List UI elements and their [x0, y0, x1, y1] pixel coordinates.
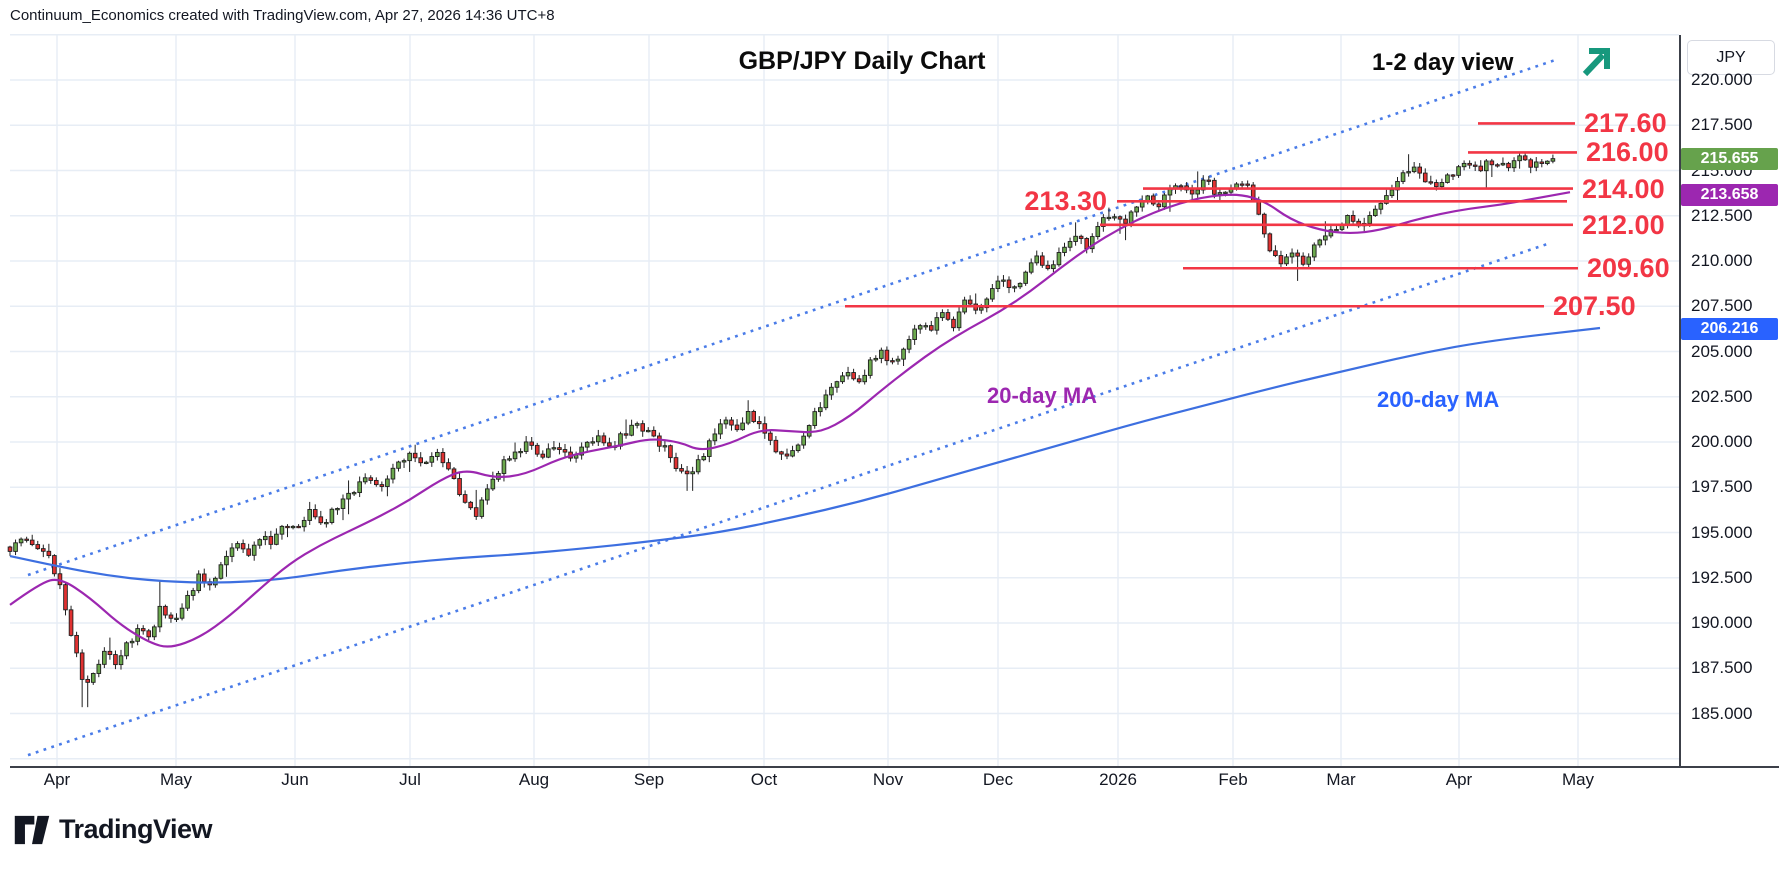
- trend-channel[interactable]: [27, 58, 1556, 757]
- time-tick-Dec: Dec: [982, 770, 1014, 789]
- price-tick-192.500: 192.500: [1691, 567, 1753, 587]
- currency-label: JPY: [1716, 48, 1746, 66]
- price-badge-215.655: 215.655: [1681, 147, 1778, 170]
- price-tick-190.000: 190.000: [1691, 613, 1753, 632]
- price-axis-divider: [1679, 35, 1681, 766]
- level-label-212.00[interactable]: 212.00: [1582, 209, 1665, 240]
- price-tick-220.000: 220.000: [1691, 70, 1753, 89]
- tradingview-watermark: TradingView: [14, 814, 213, 845]
- time-tick-May: May: [159, 770, 193, 789]
- currency-label-box: JPY: [1687, 40, 1775, 75]
- level-label-213.30[interactable]: 213.30: [1024, 186, 1107, 217]
- ma200-line: [9, 326, 1601, 584]
- price-tick-210.000: 210.000: [1691, 251, 1753, 270]
- price-tick-202.500: 202.500: [1691, 386, 1753, 406]
- trend-arrow-icon[interactable]: [1578, 46, 1612, 80]
- time-tick-Mar: Mar: [1326, 770, 1356, 789]
- time-tick-Sep: Sep: [633, 770, 665, 789]
- price-tick-200.000: 200.000: [1691, 432, 1753, 451]
- time-tick-Jun: Jun: [281, 770, 309, 789]
- level-label-217.60[interactable]: 217.60: [1584, 108, 1667, 139]
- support-resistance-lines[interactable]: [845, 122, 1578, 308]
- time-tick-Feb: Feb: [1218, 770, 1248, 789]
- price-tick-205.000: 205.000: [1691, 341, 1753, 361]
- price-badge-213.658: 213.658: [1681, 183, 1778, 206]
- level-label-214.00[interactable]: 214.00: [1582, 173, 1665, 204]
- time-axis-border: [10, 766, 1779, 768]
- view-horizon-label[interactable]: 1-2 day view: [1372, 49, 1514, 76]
- level-label-209.60[interactable]: 209.60: [1587, 253, 1670, 284]
- tradingview-logo-icon: [14, 815, 50, 844]
- level-label-207.50[interactable]: 207.50: [1553, 291, 1636, 322]
- chart-attribution: Continuum_Economics created with Trading…: [10, 7, 555, 24]
- ma200-label[interactable]: 200-day MA: [1377, 387, 1500, 412]
- time-tick-Oct: Oct: [750, 770, 778, 789]
- tradingview-logo-text: TradingView: [59, 814, 213, 844]
- level-label-216.00[interactable]: 216.00: [1586, 137, 1669, 168]
- time-tick-Nov: Nov: [872, 770, 904, 789]
- price-tick-207.500: 207.500: [1691, 296, 1753, 316]
- price-tick-185.000: 185.000: [1691, 703, 1753, 723]
- price-tick-212.500: 212.500: [1691, 205, 1753, 225]
- time-tick-May: May: [1561, 770, 1595, 789]
- ma20-line: [9, 191, 1571, 648]
- time-tick-2026: 2026: [1099, 770, 1137, 789]
- time-tick-Apr: Apr: [43, 770, 71, 789]
- chart-title: GBP/JPY Daily Chart: [738, 47, 986, 75]
- candlestick-series: [7, 151, 1556, 708]
- price-tick-187.500: 187.500: [1691, 658, 1753, 678]
- time-tick-Apr: Apr: [1445, 770, 1473, 789]
- price-tick-195.000: 195.000: [1691, 522, 1753, 542]
- price-tick-217.500: 217.500: [1691, 115, 1753, 135]
- price-tick-197.500: 197.500: [1691, 477, 1753, 497]
- price-badge-206.216: 206.216: [1681, 318, 1778, 341]
- ma20-label[interactable]: 20-day MA: [987, 383, 1098, 408]
- time-tick-Aug: Aug: [518, 770, 550, 789]
- time-tick-Jul: Jul: [399, 770, 421, 789]
